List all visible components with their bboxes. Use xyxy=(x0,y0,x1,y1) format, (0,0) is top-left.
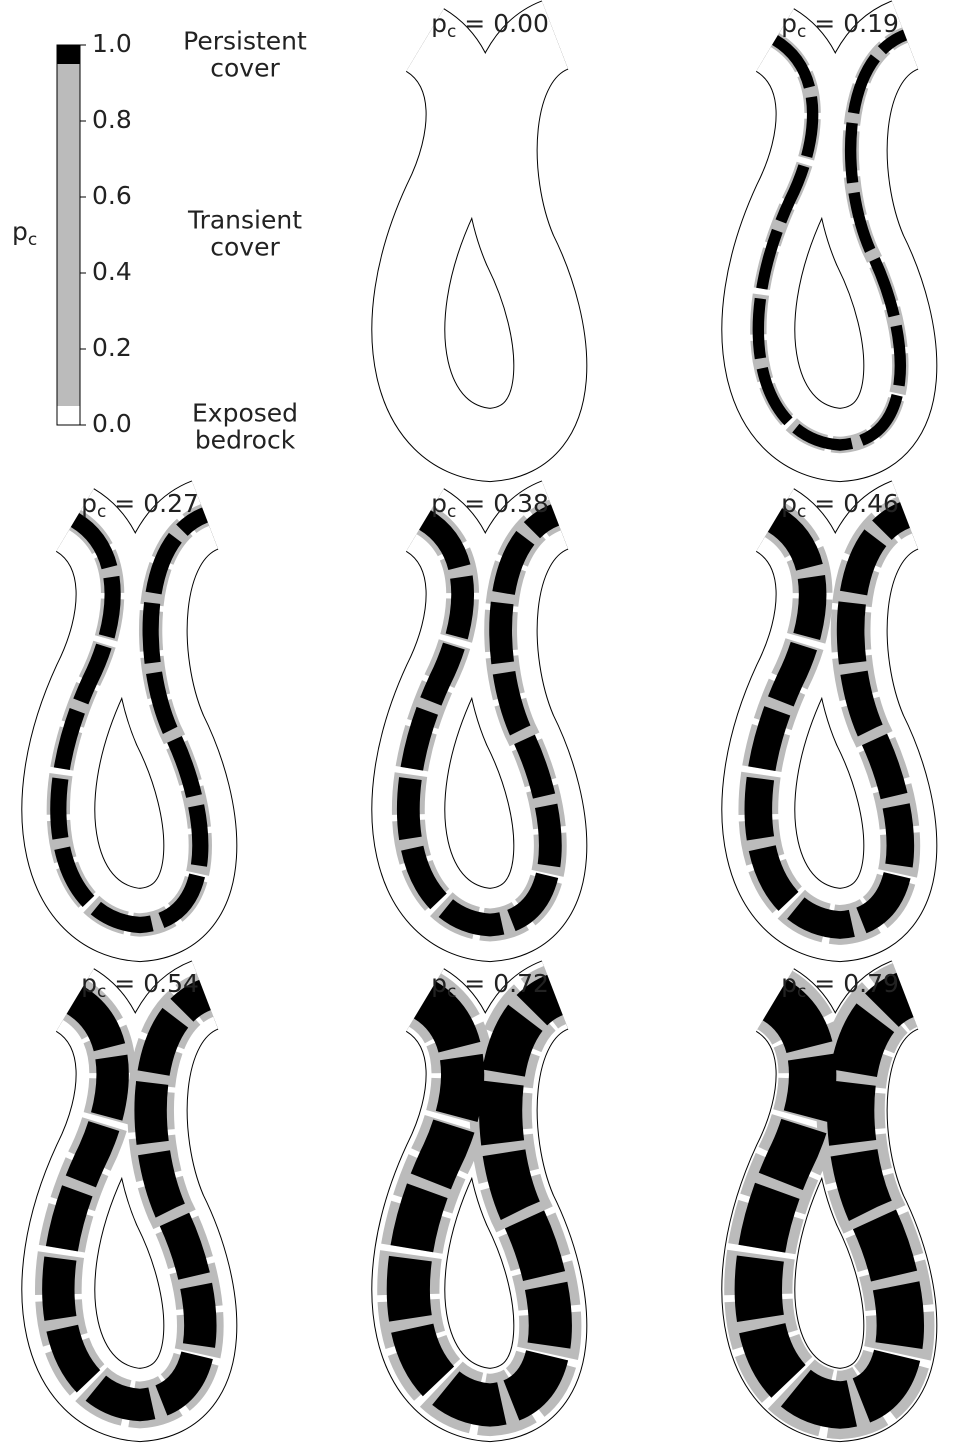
colorbar-segment xyxy=(57,45,80,64)
meander-panel: pc = 0.46 xyxy=(758,489,905,925)
class-label: cover xyxy=(210,233,280,262)
colorbar-frame xyxy=(56,44,81,426)
panel-value: 0.54 xyxy=(143,969,199,998)
tick-label: 0.2 xyxy=(92,333,132,362)
symbol: p xyxy=(81,969,97,998)
subscript: c xyxy=(97,982,106,1002)
panel-value: 0.46 xyxy=(843,489,899,518)
symbol: pc = 0.27 xyxy=(81,489,199,522)
operator: = xyxy=(464,489,485,518)
symbol: pc = 0.46 xyxy=(781,489,899,522)
class-label: Persistent xyxy=(183,27,307,56)
channel xyxy=(408,35,555,445)
class-label: Exposed xyxy=(192,399,298,428)
subscript: c xyxy=(28,230,37,250)
symbol: p xyxy=(431,969,447,998)
meander-panel: pc = 0.54 xyxy=(58,969,205,1405)
symbol: pc = 0.00 xyxy=(431,9,549,42)
panel-value: 0.00 xyxy=(493,9,549,38)
colorbar-segment xyxy=(57,64,80,406)
symbol: pc = 0.54 xyxy=(81,969,199,1002)
meander-panel: pc = 0.79 xyxy=(758,969,905,1405)
panel-value: 0.72 xyxy=(493,969,549,998)
symbol: pc = 0.72 xyxy=(431,969,549,1002)
operator: = xyxy=(114,489,135,518)
tick-label: 0.4 xyxy=(92,257,132,286)
operator: = xyxy=(814,489,835,518)
tick-label: 1.0 xyxy=(92,29,132,58)
operator: = xyxy=(814,9,835,38)
tick-label: 0.8 xyxy=(92,105,132,134)
panel-value: 0.19 xyxy=(843,9,899,38)
operator: = xyxy=(814,969,835,998)
subscript: c xyxy=(447,22,456,42)
meander-panel: pc = 0.00 xyxy=(408,9,555,445)
symbol: p xyxy=(781,489,797,518)
symbol: p xyxy=(781,969,797,998)
subscript: c xyxy=(797,22,806,42)
class-label: cover xyxy=(210,54,280,83)
meander-panel: pc = 0.38 xyxy=(408,489,555,925)
subscript: c xyxy=(447,502,456,522)
panel-value: 0.79 xyxy=(843,969,899,998)
symbol: p xyxy=(781,9,797,38)
symbol: pc = 0.38 xyxy=(431,489,549,522)
subscript: c xyxy=(797,982,806,1002)
operator: = xyxy=(464,969,485,998)
tick-label: 0.0 xyxy=(92,409,132,438)
meander-panel: pc = 0.27 xyxy=(58,489,205,925)
class-label: bedrock xyxy=(195,426,296,455)
subscript: c xyxy=(797,502,806,522)
tick-label: 0.6 xyxy=(92,181,132,210)
symbol: pc = 0.79 xyxy=(781,969,899,1002)
class-label: Transient xyxy=(187,206,302,235)
symbol: p xyxy=(81,489,97,518)
meander-panel: pc = 0.72 xyxy=(408,969,555,1405)
operator: = xyxy=(464,9,485,38)
symbol: p xyxy=(12,217,28,246)
operator: = xyxy=(114,969,135,998)
symbol: pc xyxy=(12,217,37,250)
symbol: pc = 0.19 xyxy=(781,9,899,42)
subscript: c xyxy=(97,502,106,522)
meander-panel: pc = 0.19 xyxy=(758,9,905,445)
symbol: p xyxy=(431,489,447,518)
subscript: c xyxy=(447,982,456,1002)
panel-value: 0.38 xyxy=(493,489,549,518)
colorbar-segment xyxy=(57,406,80,425)
symbol: p xyxy=(431,9,447,38)
panel-value: 0.27 xyxy=(143,489,199,518)
